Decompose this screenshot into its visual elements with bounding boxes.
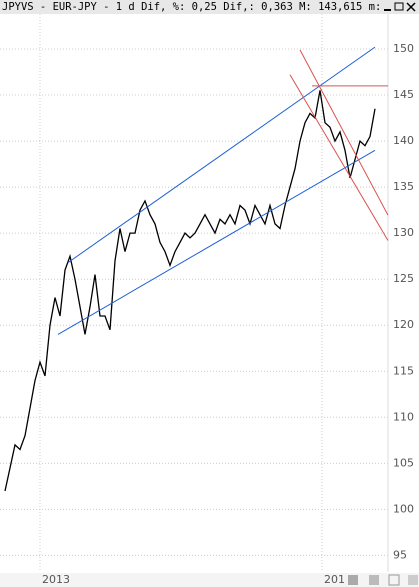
close-button[interactable] bbox=[406, 2, 416, 12]
y-tick-label: 135 bbox=[393, 180, 414, 193]
plot-area: 95100105110115120125130135140145150155 bbox=[0, 0, 414, 572]
price-line bbox=[4, 90, 376, 492]
y-tick-label: 110 bbox=[393, 410, 414, 423]
y-tick-label: 150 bbox=[393, 42, 414, 55]
maximize-button[interactable] bbox=[394, 2, 404, 11]
y-tick-label: 140 bbox=[393, 134, 414, 147]
window-controls bbox=[380, 0, 419, 14]
trend-line bbox=[57, 149, 376, 335]
tool-icon[interactable] bbox=[348, 575, 358, 585]
y-tick-label: 115 bbox=[393, 364, 414, 377]
y-tick-label: 95 bbox=[393, 548, 407, 561]
y-tick-label: 105 bbox=[393, 456, 414, 469]
trend-line bbox=[299, 49, 389, 216]
x-tick-label: 201 bbox=[324, 573, 345, 586]
x-axis-bar bbox=[0, 573, 419, 587]
y-tick-label: 100 bbox=[393, 502, 414, 515]
scroll-icon[interactable] bbox=[408, 575, 418, 585]
y-tick-label: 120 bbox=[393, 318, 414, 331]
y-tick-label: 130 bbox=[393, 226, 414, 239]
trend-line bbox=[289, 74, 389, 241]
y-tick-label: 125 bbox=[393, 272, 414, 285]
x-tick-label: 2013 bbox=[42, 573, 70, 586]
trend-line bbox=[67, 46, 376, 264]
pin-icon[interactable] bbox=[388, 574, 400, 586]
save-icon[interactable] bbox=[369, 575, 379, 585]
y-tick-label: 145 bbox=[393, 88, 414, 101]
title-bar bbox=[0, 0, 419, 14]
chart-title: JPYVS - EUR-JPY - 1 d Dif, %: 0,25 Dif,:… bbox=[2, 1, 394, 13]
